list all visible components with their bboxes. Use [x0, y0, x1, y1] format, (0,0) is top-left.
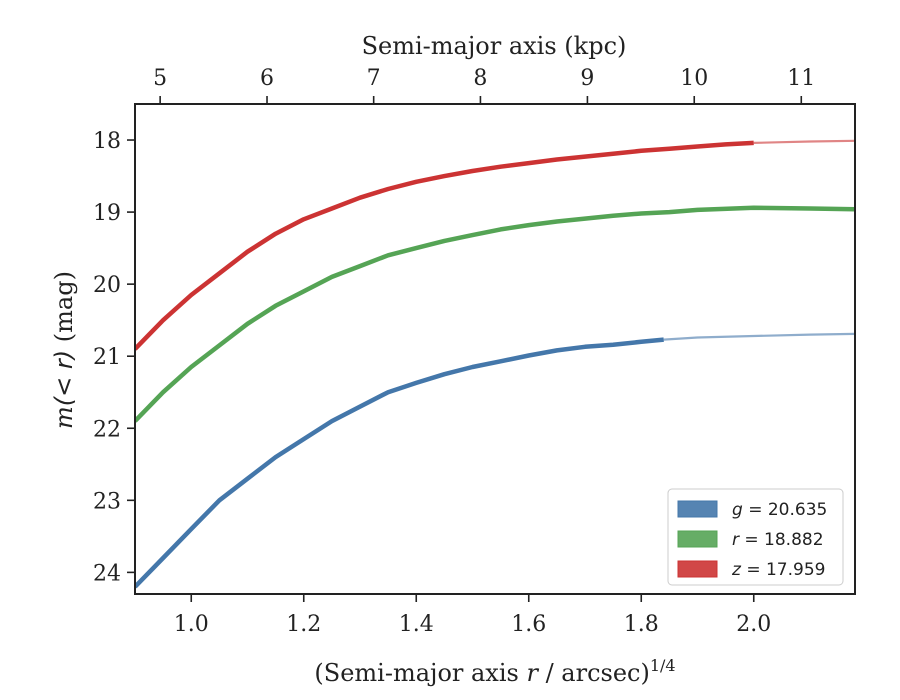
top-tick-label: 5: [153, 66, 167, 91]
top-tick-label: 10: [680, 66, 708, 91]
y-tick-label: 18: [93, 129, 121, 154]
y-tick-label: 21: [93, 345, 121, 370]
plot-area: [135, 139, 855, 589]
legend-swatch-g: [677, 500, 718, 518]
y-tick-label: 19: [93, 201, 121, 226]
x-tick-label: 1.2: [286, 612, 321, 637]
top-tick-label: 8: [473, 66, 487, 91]
x-tick-label: 1.8: [624, 612, 659, 637]
top-tick-label: 7: [367, 66, 381, 91]
top-tick-label: 11: [787, 66, 815, 91]
legend-swatch-r: [677, 530, 718, 548]
legend-label-r: r = 18.882: [732, 530, 824, 550]
top-tick-label: 6: [260, 66, 274, 91]
g-band-line: [135, 337, 664, 589]
legend: g = 20.635 r = 18.882 z = 17.959: [667, 488, 844, 586]
x-tick-label: 2.0: [736, 612, 771, 637]
y-tick-label: 20: [93, 273, 121, 298]
top-tick-label: 9: [580, 66, 594, 91]
legend-label-z: z = 17.959: [731, 560, 825, 580]
z-model-line: [753, 139, 855, 144]
top-axis-ticks: 5 6 7 8 9 10 11: [153, 66, 815, 104]
r-band-line: [135, 205, 855, 423]
legend-label-g: g = 20.635: [732, 500, 827, 520]
y-axis-ticks: 18 19 20 21 22 23 24: [93, 129, 135, 586]
y-tick-label: 23: [93, 489, 121, 514]
y-tick-label: 22: [93, 417, 121, 442]
g-model-line: [663, 332, 855, 341]
x-axis-ticks: 1.0 1.2 1.4 1.6 1.8 2.0: [174, 594, 771, 637]
x-tick-label: 1.0: [174, 612, 209, 637]
legend-swatch-z: [677, 560, 718, 578]
x-axis-title: (Semi-major axis r / arcsec)1/4: [314, 656, 675, 687]
y-axis-title: m(< r) (mag): [50, 271, 78, 429]
y-tick-label: 24: [93, 561, 121, 586]
top-axis-title: Semi-major axis (kpc): [362, 32, 627, 60]
axes-frame: [134, 103, 856, 595]
x-tick-label: 1.6: [511, 612, 546, 637]
z-band-line: [135, 140, 754, 351]
x-tick-label: 1.4: [399, 612, 434, 637]
